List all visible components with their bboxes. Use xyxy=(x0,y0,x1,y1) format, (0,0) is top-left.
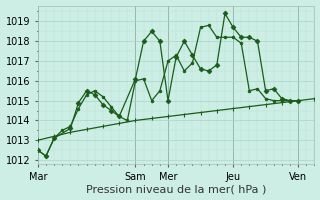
X-axis label: Pression niveau de la mer( hPa ): Pression niveau de la mer( hPa ) xyxy=(86,184,266,194)
